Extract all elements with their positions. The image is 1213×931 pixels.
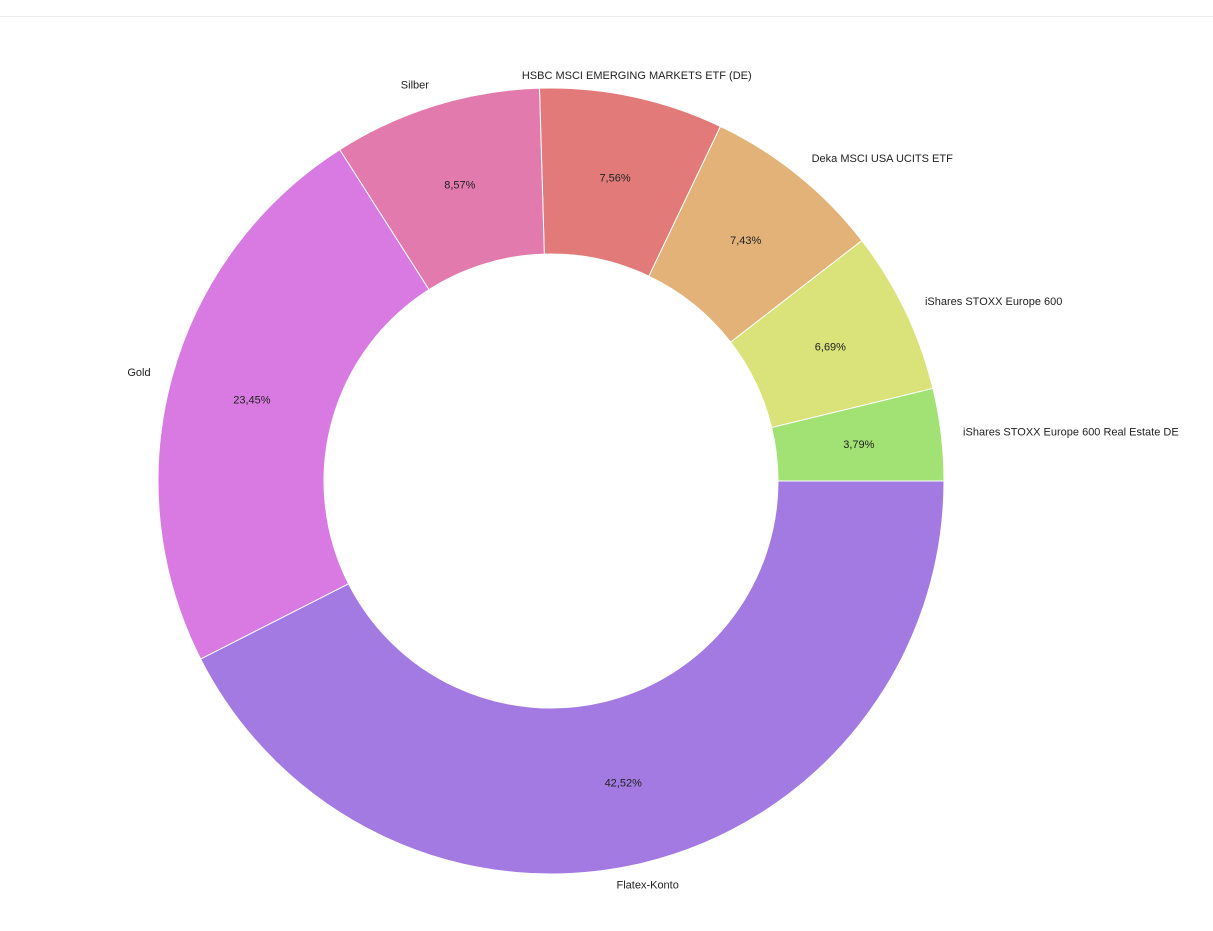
percent-label-silber: 8,57% (444, 180, 475, 192)
slice-flatex-konto[interactable] (199, 480, 945, 875)
category-label-flatex-konto: Flatex-Konto (616, 880, 678, 892)
category-label-ishares-stoxx-europe-600-real-estate-de: iShares STOXX Europe 600 Real Estate DE (963, 427, 1179, 439)
top-divider (0, 16, 1213, 17)
percent-label-deka-msci-usa-ucits-etf: 7,43% (730, 235, 761, 247)
category-label-gold: Gold (127, 367, 150, 379)
percent-label-ishares-stoxx-europe-600: 6,69% (815, 342, 846, 354)
percent-label-ishares-stoxx-europe-600-real-estate-de: 3,79% (843, 439, 874, 451)
category-label-hsbc-msci-emerging-markets-etf-de: HSBC MSCI EMERGING MARKETS ETF (DE) (522, 70, 752, 82)
chart-slices (157, 87, 945, 875)
slice-gold[interactable] (157, 148, 430, 660)
category-label-ishares-stoxx-europe-600: iShares STOXX Europe 600 (925, 296, 1062, 308)
chart-category-labels: iShares STOXX Europe 600 Real Estate DE i… (127, 70, 1178, 892)
chart-percent-labels: 3,79% 6,69% 7,43% 7,56% 8,57% 23,45% 42,52% (233, 173, 874, 790)
category-label-deka-msci-usa-ucits-etf: Deka MSCI USA UCITS ETF (812, 153, 953, 165)
percent-label-flatex-konto: 42,52% (605, 777, 643, 789)
percent-label-gold: 23,45% (233, 394, 271, 406)
category-label-silber: Silber (401, 79, 429, 91)
percent-label-hsbc-msci-emerging-markets-etf-de: 7,56% (599, 173, 630, 185)
